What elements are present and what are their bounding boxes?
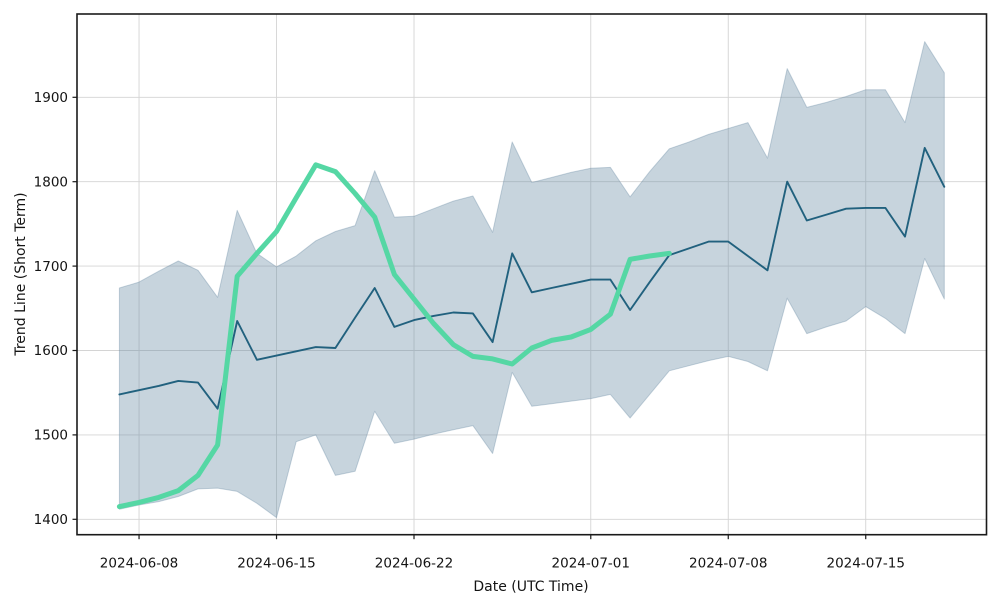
y-axis-label: Trend Line (Short Term) — [13, 192, 29, 356]
y-tick-label: 1900 — [34, 90, 68, 106]
x-axis-label: Date (UTC Time) — [473, 579, 588, 595]
y-tick-label: 1500 — [34, 428, 68, 444]
x-tick-label: 2024-07-08 — [689, 556, 767, 572]
plot-frame — [76, 13, 988, 536]
x-tick-label: 2024-06-22 — [375, 556, 453, 572]
y-tick-label: 1400 — [34, 512, 68, 528]
short-term-trend-line — [116, 162, 672, 510]
y-tick-label: 1700 — [34, 259, 68, 275]
series-lines — [116, 146, 946, 510]
x-tick-label: 2024-06-15 — [237, 556, 315, 572]
trend-value-line — [118, 146, 946, 410]
y-tick-label: 1800 — [34, 174, 68, 190]
x-tick-label: 2024-06-08 — [100, 556, 178, 572]
y-tick-label: 1600 — [34, 343, 68, 359]
axis-ticks: 1400 1500 1600 1700 1800 1900 2024-06-08 2024-0… — [34, 90, 905, 572]
x-tick-label: 2024-07-01 — [552, 556, 630, 572]
confidence-band — [118, 41, 945, 519]
plot-border — [76, 13, 988, 536]
x-tick-label: 2024-07-15 — [827, 556, 905, 572]
confidence-band-group — [118, 41, 945, 519]
